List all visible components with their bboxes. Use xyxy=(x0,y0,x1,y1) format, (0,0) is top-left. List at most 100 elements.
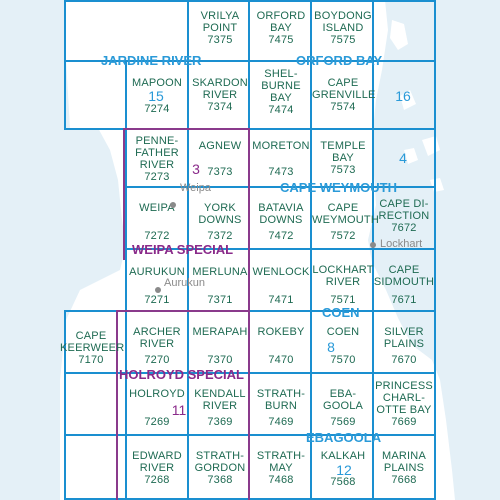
tile-edward-river[interactable]: EDWARD RIVER 7268 xyxy=(126,450,188,486)
tile-name: LOCKHART RIVER xyxy=(312,264,374,288)
tile-number: 7269 xyxy=(144,416,170,428)
tile-merluna[interactable]: MERLUNA 7371 xyxy=(189,266,251,306)
grid-line xyxy=(64,310,66,500)
tile-strathgordon[interactable]: STRATH- GORDON 7368 xyxy=(189,450,251,486)
tile-number: 7668 xyxy=(391,474,417,486)
tile-name: CAPE DI- RECTION xyxy=(378,198,430,222)
region-label-cape-weymouth: CAPE WEYMOUTH xyxy=(280,180,397,195)
tile-number: 7170 xyxy=(78,354,104,366)
tile-cape-grenville[interactable]: CAPE GRENVILLE 7574 xyxy=(312,77,375,113)
tile-number: 7672 xyxy=(391,222,417,234)
tile-rokeby[interactable]: ROKEBY 7470 xyxy=(250,326,312,366)
tile-name: SILVER PLAINS xyxy=(383,326,425,350)
tile-wenlock[interactable]: WENLOCK 7471 xyxy=(250,266,312,306)
tile-number: 7468 xyxy=(268,474,294,486)
tile-number: 7572 xyxy=(330,230,356,242)
tile-boydong-island[interactable]: BOYDONG ISLAND 7575 xyxy=(312,10,374,46)
tile-name: MAPOON xyxy=(131,77,183,89)
tile-number: 7370 xyxy=(207,354,233,366)
special-number-holroyd: 11 xyxy=(171,402,187,418)
tile-kalkah[interactable]: KALKAH 7568 xyxy=(312,450,374,488)
region-label-orford-bay: ORFORD BAY xyxy=(296,53,383,68)
tile-cape-keerweer[interactable]: CAPE KEERWEER 7170 xyxy=(60,330,125,366)
grid-line xyxy=(64,372,436,374)
weipa-special-border xyxy=(123,128,250,130)
tile-name: CAPE KEERWEER xyxy=(60,330,125,354)
grid-line xyxy=(64,310,436,312)
tile-number: 7373 xyxy=(207,166,233,178)
tile-cape-weymouth[interactable]: CAPE WEYMOUTH 7572 xyxy=(312,202,379,242)
tile-marina-plains[interactable]: MARINA PLAINS 7668 xyxy=(373,450,435,486)
region-label-ebagoola: EBAGOOLA xyxy=(306,430,382,445)
tile-name: WENLOCK xyxy=(252,266,310,278)
tile-number: 7271 xyxy=(144,294,170,306)
tile-ebagoola[interactable]: EBA- GOOLA 7569 xyxy=(312,388,374,428)
tile-coen[interactable]: COEN 7570 xyxy=(312,326,374,366)
tile-lockhart-river[interactable]: LOCKHART RIVER 7571 xyxy=(312,264,374,306)
tile-name: KALKAH xyxy=(320,450,366,462)
tile-number: 7273 xyxy=(144,171,170,183)
tile-batavia-downs[interactable]: BATAVIA DOWNS 7472 xyxy=(250,202,312,242)
tile-silver-plains[interactable]: SILVER PLAINS 7670 xyxy=(373,326,435,366)
island-shape xyxy=(430,178,444,192)
tile-number: 7272 xyxy=(144,230,170,242)
tile-holroyd[interactable]: HOLROYD 7269 xyxy=(126,388,188,428)
tile-number: 7368 xyxy=(207,474,233,486)
grid-line xyxy=(125,248,436,250)
place-label-weipa: Weipa xyxy=(180,182,211,194)
tile-shelburne-bay[interactable]: SHEL- BURNE BAY 7474 xyxy=(250,68,312,116)
tile-temple-bay[interactable]: TEMPLE BAY 7573 xyxy=(312,140,374,176)
tile-name: CAPE SIDMOUTH xyxy=(373,264,435,288)
tile-name: AGNEW xyxy=(198,140,242,152)
tile-merapah[interactable]: MERAPAH 7370 xyxy=(189,326,251,366)
tile-number: 7471 xyxy=(268,294,294,306)
island-shape xyxy=(422,136,440,156)
grid-line xyxy=(64,60,436,62)
weipa-special-border xyxy=(248,128,250,310)
tile-number: 7575 xyxy=(330,34,356,46)
tile-cape-sidmouth[interactable]: CAPE SIDMOUTH 7671 xyxy=(373,264,435,306)
tile-number: 7374 xyxy=(207,101,233,113)
holroyd-special-border xyxy=(248,310,250,500)
tile-name: AURUKUN xyxy=(129,266,185,278)
tile-name: ROKEBY xyxy=(257,326,305,338)
tile-weipa[interactable]: WEIPA 7272 xyxy=(126,202,188,242)
tile-number: 7375 xyxy=(207,34,233,46)
tile-skardon-river[interactable]: SKARDON RIVER 7374 xyxy=(189,77,251,113)
tile-vrilya-point[interactable]: VRILYA POINT 7375 xyxy=(189,10,251,46)
grid-line xyxy=(434,0,436,500)
tile-name: COEN xyxy=(326,326,360,338)
grid-line xyxy=(64,0,66,128)
tile-name: VRILYA POINT xyxy=(200,10,240,34)
town-marker-icon xyxy=(370,242,376,248)
tile-strathburn[interactable]: STRATH- BURN 7469 xyxy=(250,388,312,428)
place-label-aurukun: Aurukun xyxy=(164,277,205,289)
tile-orford-bay[interactable]: ORFORD BAY 7475 xyxy=(250,10,312,46)
tile-cape-direction[interactable]: CAPE DI- RECTION 7672 xyxy=(373,198,435,234)
tile-moreton[interactable]: MORETON 7473 xyxy=(250,140,312,178)
tile-mapoon[interactable]: MAPOON 7274 xyxy=(126,77,188,115)
tile-archer-river[interactable]: ARCHER RIVER 7270 xyxy=(126,326,188,366)
tile-name: MERLUNA xyxy=(192,266,248,278)
tile-kendall-river[interactable]: KENDALL RIVER 7369 xyxy=(189,388,251,428)
tile-agnew[interactable]: AGNEW 7373 xyxy=(189,140,251,178)
grid-line xyxy=(64,128,436,130)
special-number-weipa: 3 xyxy=(192,161,200,177)
tile-number: 7472 xyxy=(268,230,294,242)
grid-line xyxy=(64,0,436,2)
holroyd-special-border xyxy=(116,310,250,312)
tile-princess-charlotte-bay[interactable]: PRINCESS CHARL- OTTE BAY 7669 xyxy=(373,380,435,428)
tile-number: 7270 xyxy=(144,354,170,366)
tile-york-downs[interactable]: YORK DOWNS 7372 xyxy=(189,202,251,242)
tile-strathmay[interactable]: STRATH- MAY 7468 xyxy=(250,450,312,486)
tile-name: PRINCESS CHARL- OTTE BAY xyxy=(375,380,433,416)
tile-number: 7372 xyxy=(207,230,233,242)
tile-number: 7473 xyxy=(268,166,294,178)
tile-name: SHEL- BURNE BAY xyxy=(261,68,301,104)
grid-line xyxy=(125,186,436,188)
grid-line xyxy=(372,0,374,500)
tile-name: TEMPLE BAY xyxy=(320,140,366,164)
tile-pennefather-river[interactable]: PENNE- FATHER RIVER 7273 xyxy=(126,135,188,183)
tile-aurukun[interactable]: AURUKUN 7271 xyxy=(126,266,188,306)
